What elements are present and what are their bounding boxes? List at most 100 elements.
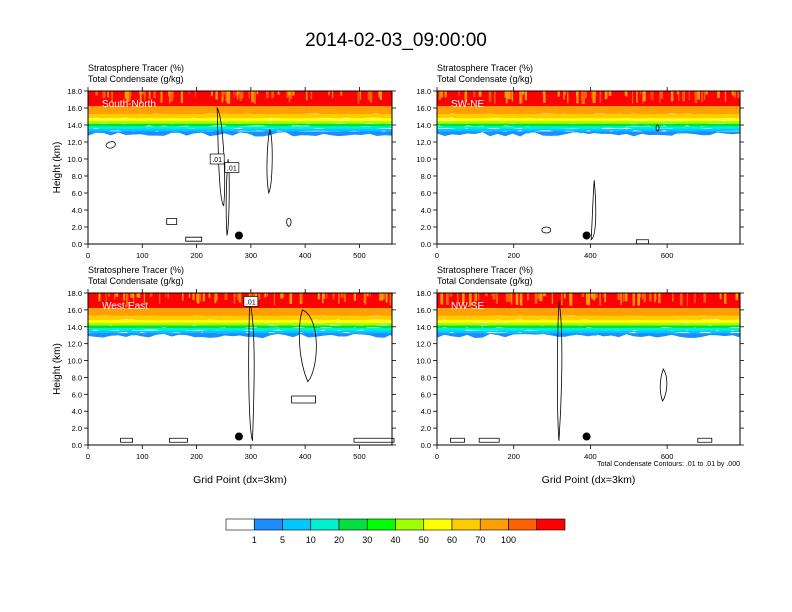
- tracer-streak: [694, 91, 696, 95]
- left-string-1: Stratosphere Tracer (%): [437, 63, 533, 73]
- tracer-band-0: [88, 106, 392, 115]
- tracer-streak: [563, 293, 566, 299]
- tracer-streak: [286, 91, 289, 98]
- x-tick-label: 600: [661, 251, 674, 260]
- colorbar: 1 5 10 20 30 40 50 60 70 100: [225, 518, 566, 545]
- contour-footnote: Total Condensate Contours: .01 to .01 by…: [597, 461, 740, 468]
- tracer-streak: [679, 293, 683, 306]
- tracer-streak: [650, 91, 652, 100]
- x-axis-label: Grid Point (dx=3km): [193, 474, 287, 486]
- x-tick-label: 400: [584, 452, 597, 461]
- tracer-streak: [328, 91, 330, 96]
- tracer-streak: [366, 293, 369, 297]
- tracer-streak: [563, 91, 565, 100]
- tracer-band-3: [437, 121, 740, 126]
- tracer-streak: [252, 293, 255, 297]
- colorbar-box: [451, 518, 481, 531]
- condensate-contour: [697, 437, 713, 443]
- tracer-streak: [322, 293, 325, 300]
- tracer-band-1: [88, 315, 392, 322]
- tracer-streak: [654, 293, 657, 301]
- tracer-streak: [678, 91, 680, 101]
- tracer-streak: [462, 293, 465, 304]
- tracer-streak: [251, 91, 253, 97]
- tracer-streak: [694, 91, 698, 103]
- tracer-streak: [253, 91, 256, 104]
- colorbar-tick-label: 40: [390, 535, 400, 545]
- tracer-streak: [266, 293, 269, 297]
- x-tick-label: 400: [584, 251, 597, 260]
- condensate-contour: [556, 301, 563, 441]
- tracer-streak: [599, 91, 602, 103]
- tracer-streak: [188, 91, 190, 95]
- contour-label: .01: [227, 166, 237, 173]
- x-tick-label: 200: [507, 452, 520, 461]
- x-tick-label: 600: [661, 452, 674, 461]
- tracer-streak: [688, 91, 690, 101]
- tracer-streak: [686, 293, 688, 306]
- y-tick-label: 14.0: [416, 121, 431, 130]
- tracer-streak: [165, 293, 167, 297]
- tracer-streak: [581, 91, 584, 103]
- tracer-band-1: [437, 113, 740, 120]
- tracer-band-0: [437, 308, 740, 317]
- tracer-streak: [130, 293, 132, 298]
- tracer-streak: [737, 91, 741, 99]
- tracer-streak: [494, 91, 496, 104]
- tracer-streak: [196, 293, 200, 304]
- tracer-streak: [208, 293, 211, 298]
- tracer-streak: [535, 293, 537, 302]
- tracer-band-7: [88, 131, 392, 137]
- tracer-streak: [233, 293, 236, 304]
- tracer-streak: [192, 293, 195, 300]
- tracer-streak: [215, 293, 218, 301]
- tracer-streak: [478, 293, 480, 301]
- tracer-streak: [542, 293, 546, 297]
- plot-frame: [87, 90, 393, 245]
- left-string-2: Total Condensate (g/kg): [88, 276, 184, 286]
- left-string-2: Total Condensate (g/kg): [437, 74, 533, 84]
- tracer-streak: [643, 293, 646, 303]
- location-marker: [582, 231, 591, 240]
- panel-label: South-North: [102, 99, 156, 110]
- x-tick-label: 200: [507, 251, 520, 260]
- tracer-streak: [378, 91, 381, 98]
- tracer-streak: [639, 91, 642, 95]
- tracer-streak: [98, 293, 101, 302]
- condensate-contour: [166, 218, 178, 225]
- colorbar-box: [423, 518, 453, 531]
- tracer-streak: [367, 91, 371, 101]
- tracer-streak: [473, 91, 476, 98]
- y-tick-label: 2.0: [72, 223, 82, 232]
- tracer-streak: [332, 293, 335, 300]
- y-tick-label: 16.0: [67, 104, 82, 113]
- tracer-streak: [652, 91, 654, 101]
- tracer-band-7: [437, 131, 740, 137]
- tracer-band-7: [437, 333, 740, 339]
- tracer-streak: [521, 91, 525, 95]
- tracer-streak: [102, 91, 105, 99]
- y-tick-label: 16.0: [67, 306, 82, 315]
- tracer-band-1: [88, 113, 392, 120]
- tracer-streak: [139, 91, 141, 95]
- tracer-streak: [180, 91, 184, 104]
- tracer-streak: [277, 91, 280, 95]
- colorbar-tick-label: 5: [280, 535, 285, 545]
- tracer-streak: [143, 91, 146, 101]
- y-tick-label: 4.0: [72, 206, 82, 215]
- tracer-streak: [488, 91, 492, 102]
- location-marker: [234, 231, 243, 240]
- contour-label: .01: [246, 299, 256, 306]
- tracer-streak: [169, 91, 171, 104]
- y-tick-label: 18.0: [416, 87, 431, 96]
- tracer-streak: [288, 91, 291, 96]
- y-tick-label: 16.0: [416, 306, 431, 315]
- tracer-streak: [182, 293, 184, 301]
- tracer-streak: [703, 91, 706, 101]
- plot-frame: [87, 292, 393, 446]
- tracer-streak: [670, 91, 674, 102]
- y-tick-label: 0.0: [72, 240, 82, 249]
- tracer-streak: [105, 293, 107, 304]
- y-tick-label: 0.0: [72, 441, 82, 450]
